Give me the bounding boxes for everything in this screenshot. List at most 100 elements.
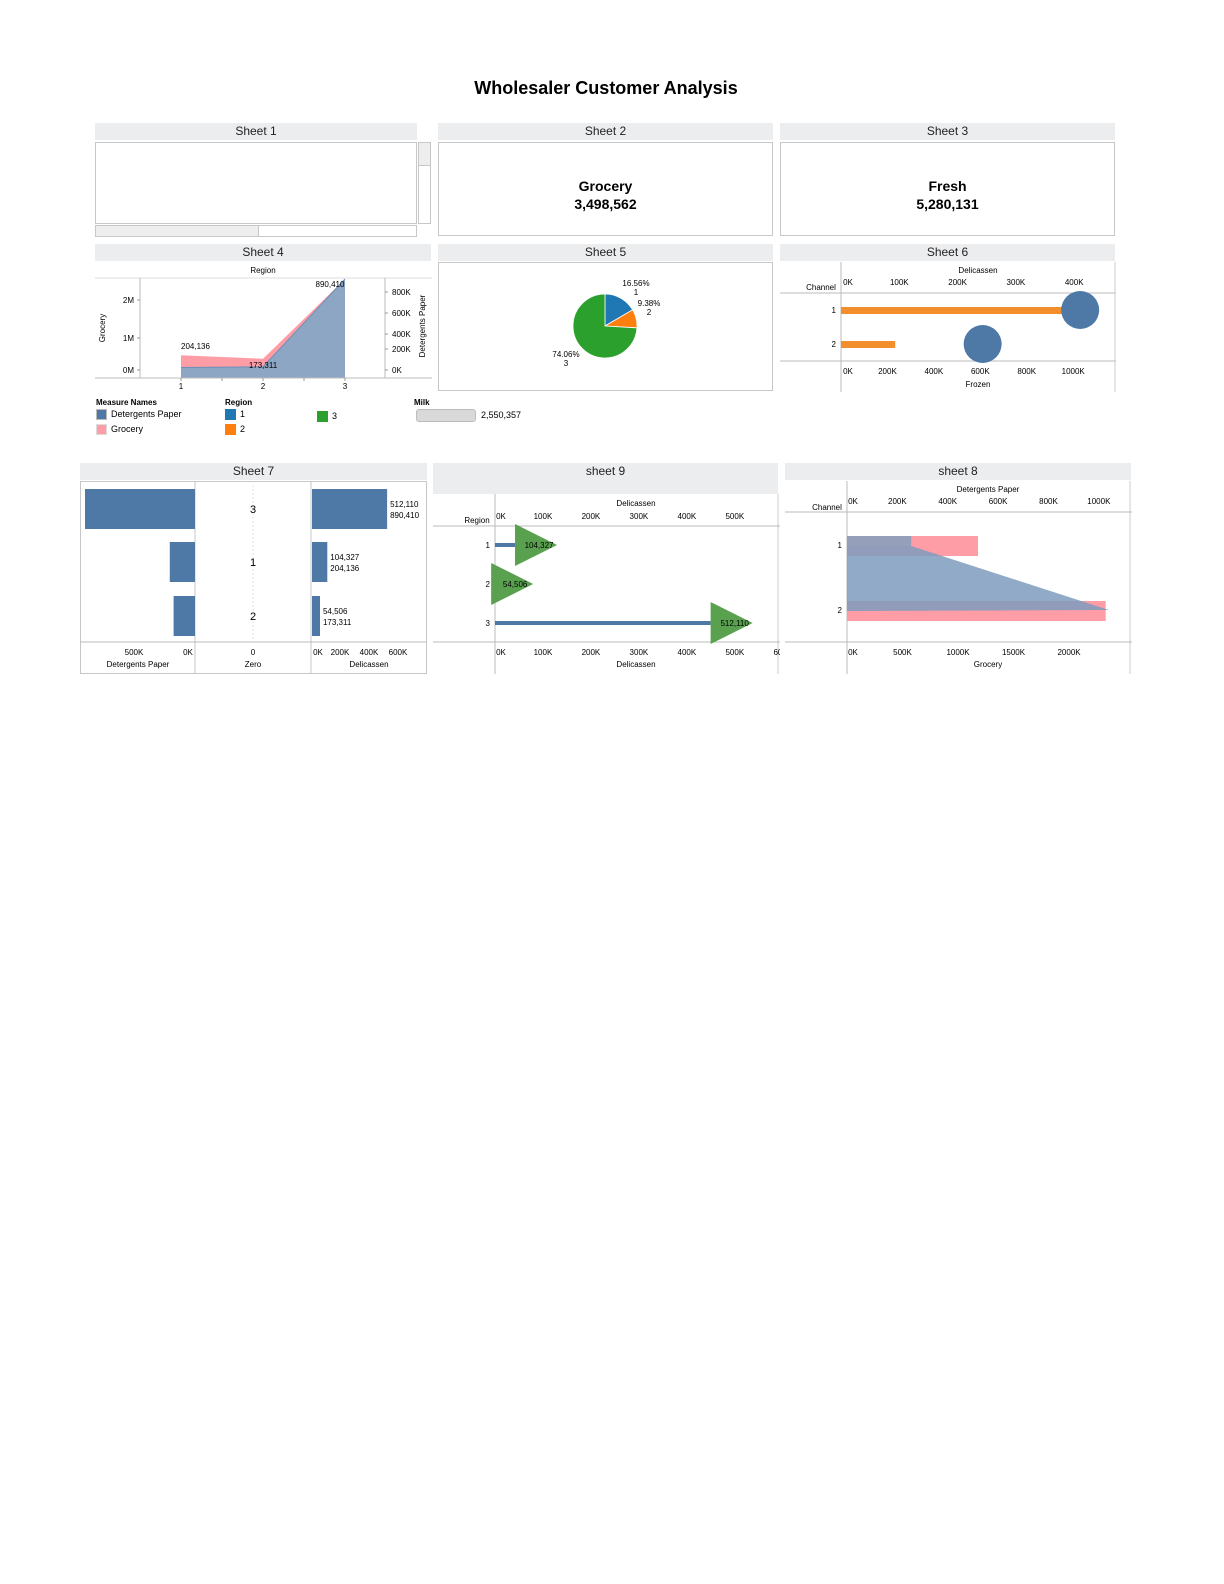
sheet9-top-tick-label: 100K [534,512,553,521]
legend-item-region-1[interactable]: 1 [225,407,355,422]
sheet9-triangle-marker [515,524,558,566]
sheet7-data-label: 173,311 [323,618,352,627]
sheet6-top-axis-label: Delicassen [958,266,997,275]
sheet5-chart: 16.56%1 9.38%2 74.06%3 [552,279,660,368]
sheet7-middle-label: 1 [250,557,256,569]
sheet7-right-tick-label: 400K [360,648,379,657]
sheet9-top-tick-label: 300K [630,512,649,521]
sheet4-chart-title: Region [250,266,275,275]
sheet8-top-axis-label: Detergents Paper [957,485,1020,494]
sheet7-bar-delicassen [312,542,328,582]
sheet6-bottom-tick-label: 800K [1017,367,1036,376]
sheet7-right-axis-label: Delicassen [349,660,388,669]
sheet6-top-tick-label: 300K [1007,278,1026,287]
sheet4-left-tick-label: 1M [123,334,134,343]
sheet9-row-label: 2 [486,580,491,589]
sheet7-bar-delicassen [312,489,388,529]
sheet9-bottom-tick-label: 200K [582,648,601,657]
sheet1-horizontal-scrollbar[interactable] [95,225,417,237]
sheet6-row-header: Channel [806,283,836,292]
swatch-region-2 [225,424,236,436]
legend-measure-names-title: Measure Names [96,398,157,407]
sheet3-kpi: Fresh 5,280,131 [781,177,1114,213]
sheet9-data-label: 104,327 [525,541,554,550]
sheet6-bottom-tick-label: 0K [843,367,853,376]
swatch-region-1 [225,409,236,421]
sheet7-right-tick-label: 600K [389,648,408,657]
sheet4-x-tick-label: 2 [261,382,266,390]
sheet6-circle-frozen [1061,291,1100,329]
sheet9-bar [495,543,516,547]
sheet9-triangle-marker [491,563,534,605]
legend-label: 2 [240,424,246,434]
milk-size-bar [416,409,476,422]
pie-label-region: 3 [564,359,569,368]
sheet6-top-tick-label: 400K [1065,278,1084,287]
sheet2-header: Sheet 2 [438,123,773,140]
sheet9-bottom-tick-label: 300K [630,648,649,657]
sheet9-bottom-tick-label: 100K [534,648,553,657]
legend-milk-range: 2,550,357 [414,407,544,422]
legend-label: 3 [332,411,338,421]
sheet7-middle-label: 2 [250,611,256,623]
sheet9-data-label: 54,506 [503,580,528,589]
sheet6-chart: Delicassen Channel 0K 100K 200K 300K 400K 0K 200… [780,262,1116,392]
pie-label-percent: 16.56% [622,279,649,288]
milk-value: 2,550,357 [481,410,522,420]
sheet2-panel: Grocery 3,498,562 [438,142,773,236]
legend-item-grocery[interactable]: Grocery [96,422,182,437]
sheet4-right-tick-label: 400K [392,330,411,339]
sheet4-left-tick-label: 0M [123,366,134,375]
sheet7-bar-detergents-paper [169,542,195,582]
sheet4-line-detergents-paper [180,278,346,368]
sheet2-kpi-label: Grocery [578,178,633,194]
sheet8-row-header: Channel [812,503,842,512]
sheet6-header: Sheet 6 [780,244,1115,261]
sheet8-row-label: 1 [838,541,843,550]
sheet7-right-tick-label: 0K [313,648,323,657]
sheet3-panel: Fresh 5,280,131 [780,142,1115,236]
dashboard-title: Wholesaler Customer Analysis [474,78,738,98]
pie-label-percent: 74.06% [552,350,579,359]
sheet7-middle-axis-label: Zero [245,660,262,669]
sheet8-bottom-tick-label: 2000K [1057,648,1081,657]
sheet9-bottom-tick-label: 0K [496,648,506,657]
sheet6-row-label: 2 [832,340,837,349]
sheet8-chart: Detergents Paper Channel 0K 200K 400K 600K 800… [785,481,1132,674]
sheet3-kpi-value: 5,280,131 [916,196,979,212]
swatch-detergents-paper [96,409,107,421]
sheet6-circle-frozen [963,325,1002,363]
sheet4-area-detergents-paper [181,278,345,378]
sheet8-header: sheet 8 [785,463,1131,480]
sheet9-triangle-marker [710,602,753,644]
sheet1-vertical-scrollbar[interactable] [418,142,431,224]
sheet8-top-tick-label: 200K [888,497,907,506]
sheet9-top-tick-label: 0K [496,512,506,521]
sheet7-bar-delicassen [312,596,320,636]
sheet7-bar-detergents-paper [173,596,195,636]
sheet8-top-tick-label: 1000K [1087,497,1111,506]
sheet6-bottom-tick-label: 200K [878,367,897,376]
sheet2-kpi: Grocery 3,498,562 [439,177,772,213]
sheet4-right-tick-label: 600K [392,309,411,318]
sheet8-area-cap [847,536,912,546]
sheet8-bottom-tick-label: 1500K [1002,648,1026,657]
legend-item-region-3[interactable]: 3 [317,409,337,424]
legend-item-detergents-paper[interactable]: Detergents Paper [96,407,182,422]
sheet9-bottom-tick-label: 600K [773,648,780,657]
legend-item-region-2[interactable]: 2 [225,422,355,437]
sheet4-header: Sheet 4 [95,244,431,261]
sheet7-left-tick-label: 500K [125,648,144,657]
sheet4-right-axis-label: Detergents Paper [418,294,427,357]
vertical-scroll-thumb[interactable] [419,143,430,166]
legend-label: Detergents Paper [111,409,182,419]
sheet6-top-tick-label: 0K [843,278,853,287]
sheet7-data-label: 54,506 [323,607,348,616]
sheet8-top-tick-label: 0K [848,497,858,506]
legend-measure-names: Measure Names Detergents Paper Grocery [96,398,182,437]
horizontal-scroll-thumb[interactable] [96,226,259,236]
sheet8-row-label: 2 [838,606,843,615]
sheet1-header: Sheet 1 [95,123,417,140]
sheet4-right-tick-label: 0K [392,366,402,375]
sheet8-bottom-tick-label: 0K [848,648,858,657]
